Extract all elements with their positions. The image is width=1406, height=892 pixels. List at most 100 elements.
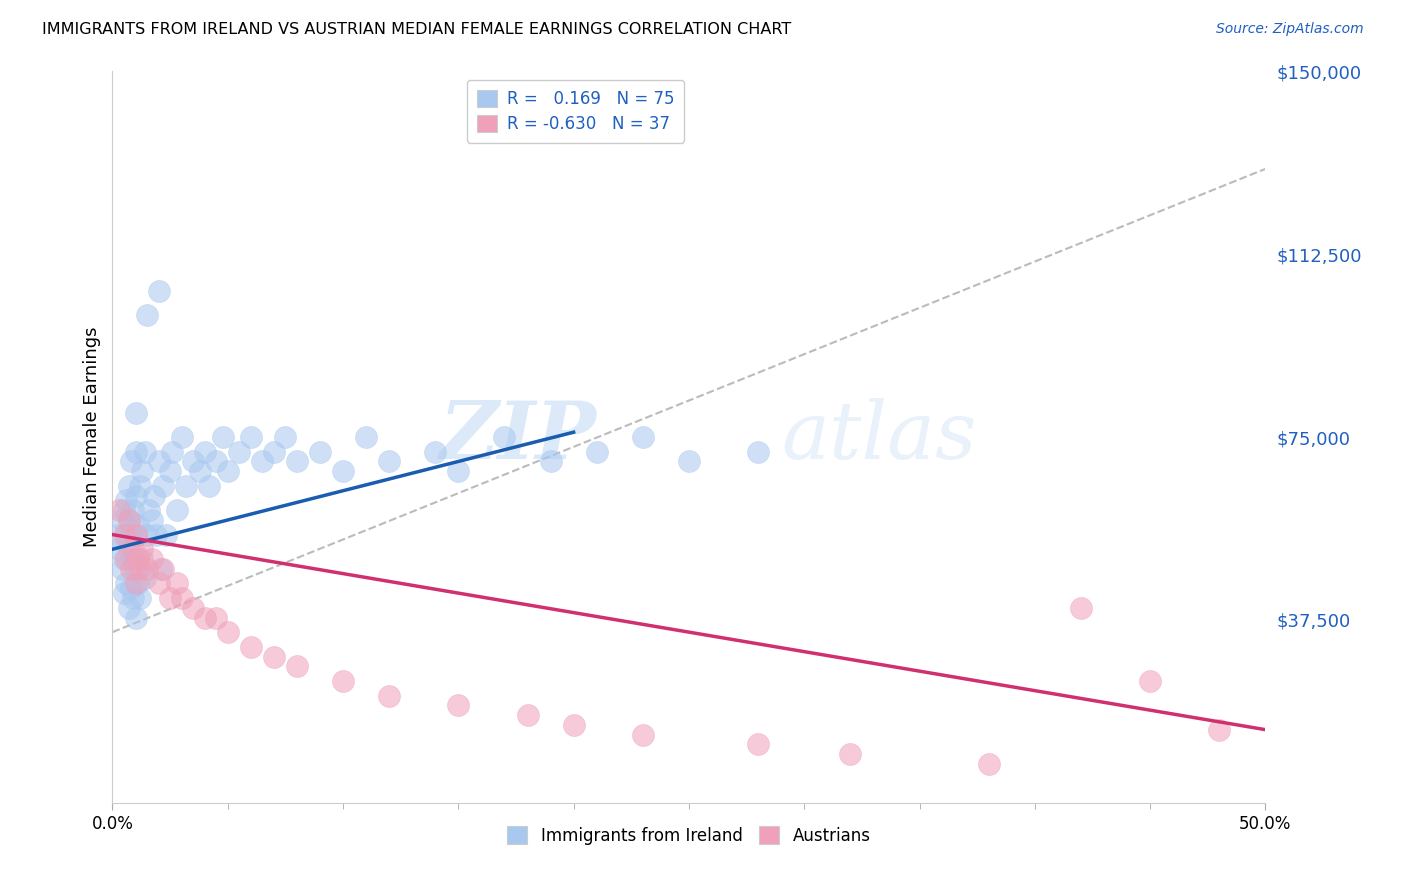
Point (631, 430, 654, 444)
Point (263, 444, 285, 458)
Point (1070, 600, 1092, 615)
Point (124, 576, 146, 591)
Point (122, 542, 145, 557)
Point (111, 513, 134, 527)
Point (120, 562, 142, 576)
Point (585, 444, 607, 458)
Point (977, 756, 1000, 771)
Point (332, 673, 354, 688)
Point (112, 503, 135, 517)
Point (122, 552, 145, 566)
Text: ZIP: ZIP (440, 399, 596, 475)
Point (124, 489, 146, 503)
Point (162, 444, 184, 458)
Point (747, 444, 769, 458)
Point (217, 625, 239, 640)
Text: IMMIGRANTS FROM IRELAND VS AUSTRIAN MEDIAN FEMALE EARNINGS CORRELATION CHART: IMMIGRANTS FROM IRELAND VS AUSTRIAN MEDI… (42, 22, 792, 37)
Point (425, 444, 447, 458)
Point (131, 542, 153, 557)
Point (166, 503, 188, 517)
Point (378, 454, 401, 468)
Point (129, 591, 152, 605)
Point (678, 454, 700, 468)
Point (166, 576, 188, 591)
Y-axis label: Median Female Earnings: Median Female Earnings (83, 326, 101, 548)
Point (117, 479, 139, 493)
Point (129, 479, 152, 493)
Point (127, 576, 149, 591)
Point (122, 503, 145, 517)
Point (108, 542, 131, 557)
Point (631, 727, 654, 741)
Point (354, 430, 377, 444)
Point (747, 737, 769, 751)
Point (117, 542, 139, 557)
Point (112, 586, 135, 600)
Point (112, 552, 135, 566)
Text: Source: ZipAtlas.com: Source: ZipAtlas.com (1216, 22, 1364, 37)
Point (239, 430, 262, 444)
Point (332, 464, 354, 478)
Point (181, 600, 204, 615)
Point (149, 562, 172, 576)
Point (447, 464, 470, 478)
Point (1208, 723, 1230, 737)
Point (108, 503, 131, 517)
Point (212, 430, 235, 444)
Point (134, 444, 156, 458)
Point (562, 718, 585, 732)
Point (124, 610, 146, 624)
Text: atlas: atlas (782, 399, 977, 475)
Point (127, 552, 149, 566)
Point (124, 406, 146, 420)
Point (148, 284, 170, 298)
Point (188, 464, 211, 478)
Point (127, 517, 149, 532)
Point (239, 640, 262, 654)
Point (134, 572, 156, 586)
Point (148, 576, 170, 591)
Point (152, 562, 174, 576)
Point (122, 591, 145, 605)
Point (540, 454, 562, 468)
Point (145, 527, 167, 541)
Point (181, 454, 204, 468)
Point (141, 513, 163, 527)
Point (378, 689, 401, 703)
Point (129, 562, 152, 576)
Point (115, 527, 138, 541)
Point (105, 527, 128, 541)
Point (155, 527, 177, 541)
Point (124, 562, 146, 576)
Point (117, 513, 139, 527)
Point (124, 527, 146, 541)
Point (120, 523, 142, 537)
Point (194, 444, 217, 458)
Point (252, 454, 274, 468)
Point (141, 552, 163, 566)
Point (285, 659, 308, 673)
Point (131, 464, 153, 478)
Point (1139, 673, 1161, 688)
Point (516, 708, 538, 723)
Point (138, 503, 160, 517)
Point (285, 454, 308, 468)
Point (194, 610, 217, 624)
Point (136, 562, 159, 576)
Point (152, 479, 174, 493)
Point (112, 527, 135, 541)
Point (111, 562, 134, 576)
Point (839, 747, 862, 761)
Point (159, 591, 181, 605)
Point (124, 444, 146, 458)
Point (115, 576, 138, 591)
Point (120, 581, 142, 595)
Point (159, 464, 181, 478)
Point (117, 513, 139, 527)
Point (274, 430, 297, 444)
Point (217, 464, 239, 478)
Point (205, 610, 228, 624)
Point (170, 430, 193, 444)
Point (170, 591, 193, 605)
Point (124, 527, 146, 541)
